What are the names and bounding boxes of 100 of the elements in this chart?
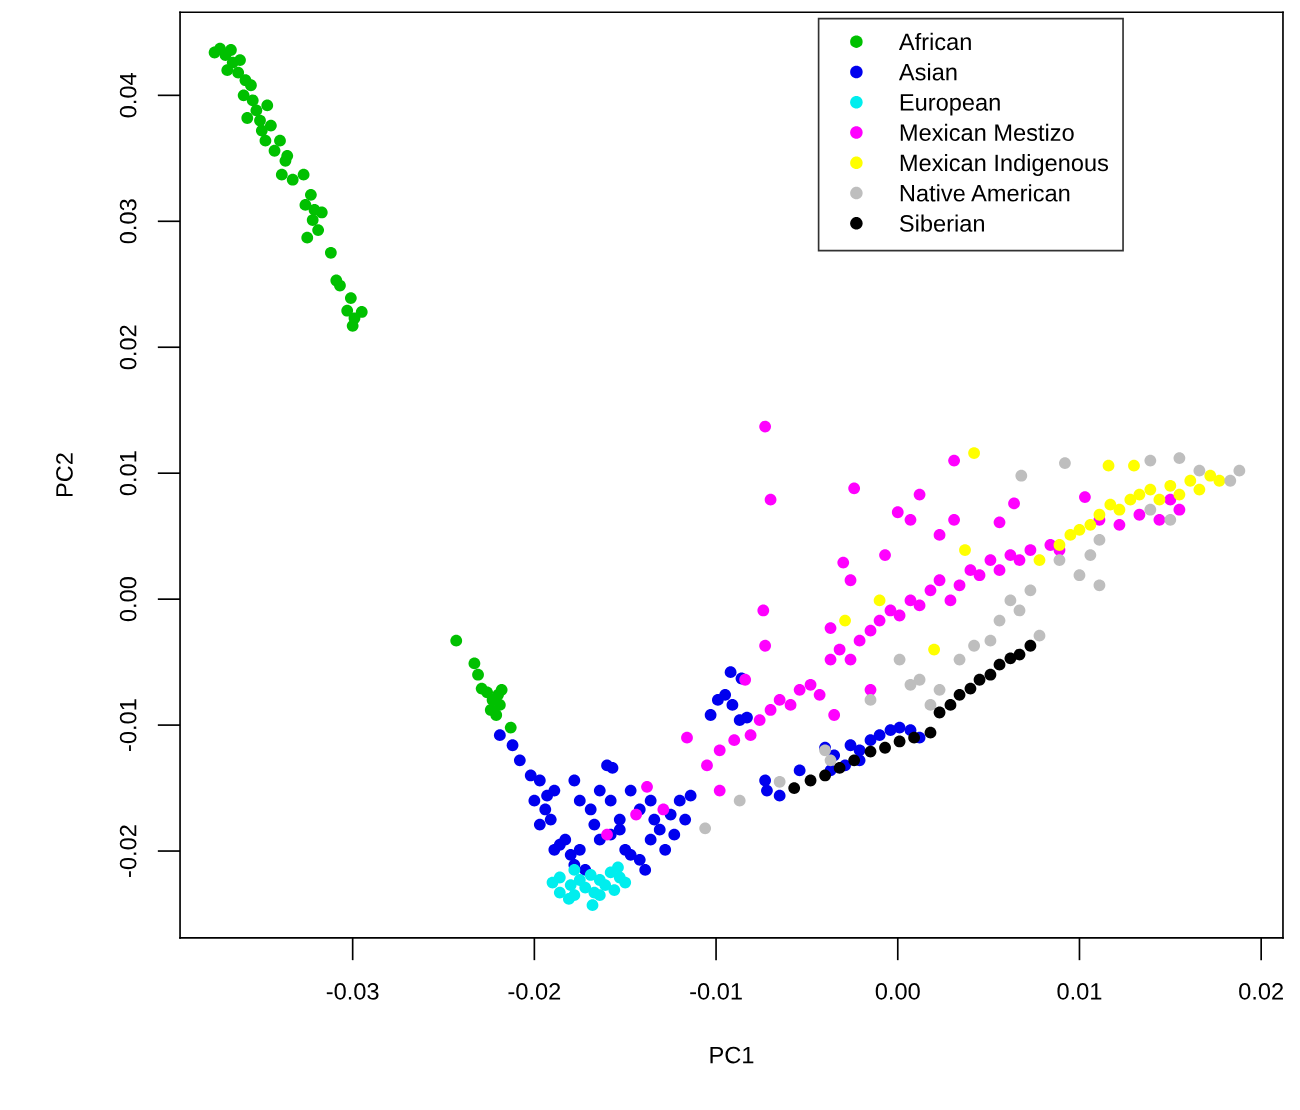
y-tick-label: 0.00	[119, 577, 137, 622]
legend-label: Siberian	[899, 214, 984, 232]
point	[964, 682, 977, 695]
point	[1104, 498, 1117, 511]
point	[1093, 534, 1106, 546]
point	[1173, 452, 1186, 464]
point	[959, 544, 971, 556]
legend-label: Asian	[898, 63, 957, 81]
point	[824, 754, 837, 767]
point	[864, 694, 877, 706]
point	[245, 79, 257, 92]
point	[334, 279, 346, 292]
point	[1053, 539, 1066, 551]
point	[1173, 488, 1186, 501]
y-axis-title: PC2	[56, 453, 73, 497]
point	[593, 889, 606, 902]
point	[1193, 464, 1206, 477]
point	[237, 89, 250, 102]
point	[472, 668, 484, 681]
point	[286, 173, 299, 186]
point	[928, 643, 940, 656]
point	[1053, 554, 1066, 566]
point	[274, 134, 286, 147]
point	[1164, 479, 1177, 492]
point	[908, 731, 921, 744]
point	[1073, 523, 1086, 536]
point	[933, 683, 946, 696]
point	[1024, 584, 1037, 597]
point	[1024, 639, 1037, 652]
point	[904, 678, 917, 691]
point	[924, 699, 937, 711]
legend-label: Mexican Mestizo	[900, 123, 1074, 142]
point	[1213, 474, 1226, 487]
x-axis-title: PC1	[710, 1046, 754, 1064]
point	[275, 168, 288, 181]
point	[839, 614, 851, 627]
point	[804, 774, 817, 787]
y-tick-label: -0.02	[119, 825, 137, 877]
point	[344, 292, 357, 305]
legend-label: African	[898, 32, 971, 51]
point	[1033, 629, 1046, 642]
point	[299, 199, 312, 211]
y-tick-label: 0.01	[119, 451, 137, 496]
point	[1193, 483, 1206, 496]
point	[612, 861, 624, 874]
point	[993, 658, 1006, 671]
point	[553, 871, 566, 884]
point	[579, 881, 592, 894]
point	[306, 214, 319, 226]
point	[232, 66, 245, 79]
point	[568, 864, 581, 876]
legend-label: Mexican Indigenous	[900, 153, 1109, 176]
point	[341, 304, 354, 317]
point	[1224, 474, 1237, 487]
point	[773, 775, 786, 788]
point	[493, 699, 506, 711]
point	[1102, 459, 1115, 472]
x-tick-label: -0.01	[690, 983, 742, 1000]
point	[1064, 529, 1077, 541]
point	[221, 64, 234, 77]
point	[953, 688, 966, 701]
point	[1015, 469, 1028, 482]
point	[993, 614, 1006, 627]
point	[944, 699, 957, 711]
point	[355, 306, 368, 318]
point	[913, 673, 926, 686]
point	[1093, 579, 1106, 592]
point	[553, 886, 566, 899]
point	[608, 884, 621, 896]
point	[261, 99, 274, 112]
point	[1084, 518, 1097, 531]
point	[312, 224, 325, 236]
point	[255, 124, 268, 137]
point	[1144, 454, 1157, 467]
point	[699, 822, 712, 835]
point	[864, 745, 877, 758]
point	[968, 447, 980, 459]
point	[504, 721, 517, 734]
point	[1144, 483, 1157, 496]
point	[1073, 569, 1086, 582]
y-tick-label: 0.04	[119, 73, 137, 118]
point	[599, 879, 612, 891]
point	[1033, 554, 1046, 566]
point	[924, 726, 937, 739]
point	[1004, 652, 1017, 665]
point	[315, 206, 328, 219]
point	[268, 144, 281, 157]
point	[953, 653, 966, 666]
point	[297, 168, 310, 181]
point	[301, 231, 314, 244]
x-tick-label: 0.01	[1057, 983, 1102, 1000]
point	[819, 769, 831, 782]
point	[1013, 648, 1026, 661]
point	[968, 639, 980, 652]
point	[733, 794, 746, 807]
point	[1113, 503, 1126, 516]
point	[586, 899, 599, 912]
point	[1204, 469, 1217, 482]
legend-label: Native American	[900, 184, 1070, 202]
point	[241, 112, 254, 124]
